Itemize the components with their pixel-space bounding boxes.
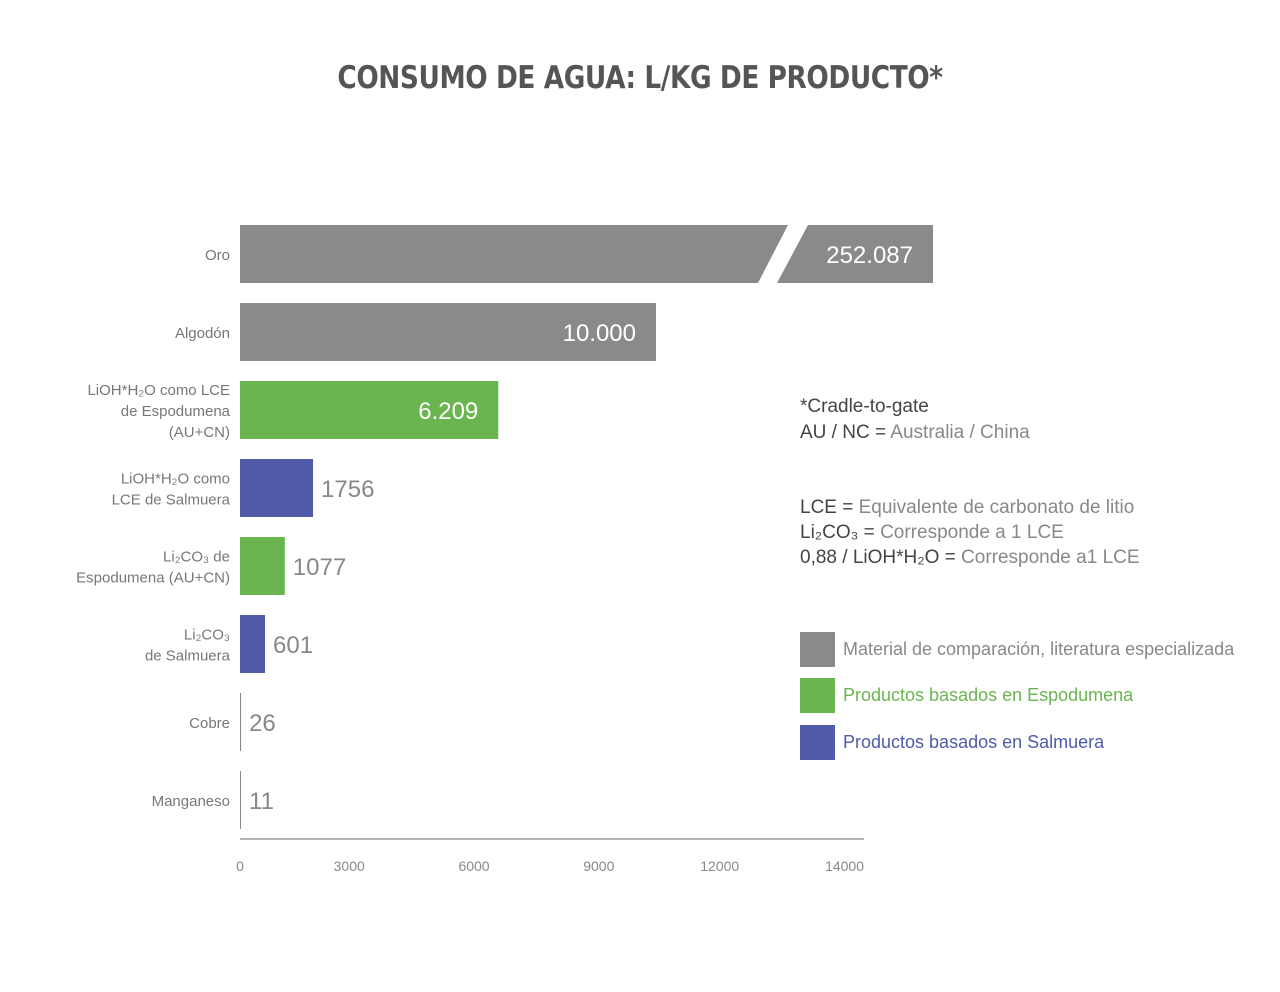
category-label: Espodumena (AU+CN) [76,570,230,587]
bar [240,303,656,361]
data-label: 10.000 [563,320,636,347]
category-label: de Espodumena [121,403,231,420]
x-tick-label: 0 [236,858,244,874]
bar [240,615,266,673]
data-label: 601 [273,632,313,659]
bar [240,537,285,595]
bar [240,693,242,751]
legend-swatch [800,725,835,760]
note-li2co3: Li₂CO₃ = Corresponde a 1 LCE [800,522,1064,543]
bar [777,225,933,283]
legend-item-salmuera: Productos basados en Salmuera [800,725,1104,760]
data-label: 1077 [293,554,346,581]
x-tick-label: 12000 [700,858,739,874]
category-label: LCE de Salmuera [112,492,231,509]
category-label: Cobre [189,715,230,732]
bar [240,459,314,517]
bar [240,225,788,283]
data-label: 11 [249,788,274,815]
category-label: LiOH*H₂O como LCE [87,382,230,399]
note-cradle: *Cradle-to-gate [800,396,929,417]
legend-item-comparison: Material de comparación, literatura espe… [800,632,1234,667]
note-au-nc: AU / NC = Australia / China [800,422,1030,443]
x-tick-label: 3000 [334,858,365,874]
legend-item-espodumena: Productos basados en Espodumena [800,678,1133,713]
x-tick-label: 14000 [825,858,864,874]
category-label: Li₂CO₃ [184,627,230,644]
category-label: de Salmuera [145,648,231,665]
category-label: (AU+CN) [169,424,230,441]
bar [240,381,499,439]
category-label: Oro [205,247,230,264]
legend-swatch [800,678,835,713]
note-lce: LCE = Equivalente de carbonato de litio [800,497,1135,518]
data-label: 1756 [321,476,374,503]
category-label: Algodón [175,325,230,342]
category-label: Manganeso [152,793,230,810]
x-tick-label: 9000 [583,858,614,874]
data-label: 252.087 [826,242,913,269]
note-lioh: 0,88 / LiOH*H₂O = Corresponde a1 LCE [800,547,1140,568]
chart-title: CONSUMO DE AGUA: L/KG DE PRODUCTO* [337,60,943,96]
data-label: 6.209 [418,398,478,425]
category-label: LiOH*H₂O como [121,471,230,488]
bar [240,771,241,829]
category-label: Li₂CO₃ de [163,549,230,566]
data-label: 26 [249,710,276,737]
x-tick-label: 6000 [458,858,489,874]
legend-swatch [800,632,835,667]
